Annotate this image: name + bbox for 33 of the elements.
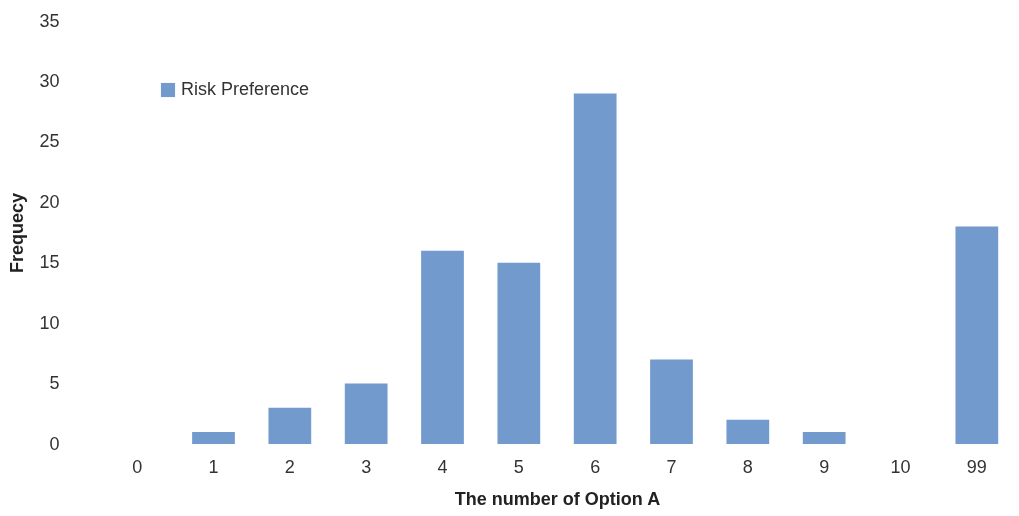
bar [421,250,464,444]
y-tick-label: 15 [39,252,60,273]
x-tick-label: 2 [284,456,295,477]
legend-label: Risk Preference [181,79,310,99]
x-tick-label: 1 [208,456,219,477]
x-tick-label: 4 [437,456,448,477]
x-tick-label: 0 [132,456,143,477]
x-tick-label: 99 [966,456,987,477]
x-tick-label: 3 [361,456,372,477]
bar [344,383,388,444]
bar [573,93,617,444]
bar [497,262,541,444]
y-tick-label: 35 [39,10,60,31]
y-tick-label: 25 [39,131,60,152]
bar [268,407,312,444]
bar [726,419,770,444]
bar [955,226,999,444]
bar [650,359,693,444]
bar [192,431,235,444]
bar [802,431,846,444]
x-tick-label: 6 [590,456,601,477]
x-tick-label: 10 [890,456,911,477]
x-tick-label: 5 [513,456,524,477]
y-axis-title: Frequecy [7,192,28,274]
y-tick-label: 10 [39,312,60,333]
y-tick-label: 5 [49,373,60,394]
x-axis-title: The number of Option A [454,488,661,509]
y-tick-label: 30 [39,70,60,91]
y-tick-label: 0 [49,433,60,454]
x-tick-label: 7 [666,456,677,477]
x-tick-label: 9 [819,456,830,477]
y-tick-label: 20 [39,191,60,212]
x-tick-label: 8 [742,456,753,477]
